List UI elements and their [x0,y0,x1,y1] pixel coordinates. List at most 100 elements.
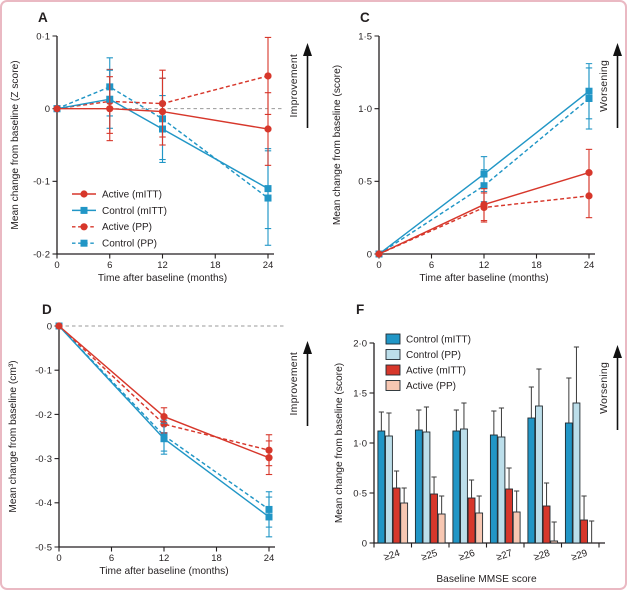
panel-a: A 0·1 0 -0·1 -0·2 0 6 12 18 24 Mean change from b… [2,2,315,294]
svg-text:Control (PP): Control (PP) [406,350,461,361]
chart-root: 0·1 0 -0·1 -0·2 0 6 12 18 24 Mean change from bas… [10,31,284,284]
svg-text:Control (PP): Control (PP) [102,239,157,250]
x-axis: 0 6 12 18 24 [56,546,275,564]
svg-text:≥27: ≥27 [495,548,514,563]
x-axis-label: Baseline MMSE score [436,574,537,585]
data-point [264,185,272,193]
svg-text:12: 12 [159,553,170,564]
svg-text:Active (PP): Active (PP) [406,381,456,392]
y-axis: 0 0·5 1·0 1·5 2·0 [353,338,375,549]
svg-text:6: 6 [429,260,434,271]
svg-text:-0·4: -0·4 [35,498,52,509]
chart-root: 0 0·5 1·0 1·5 0 6 12 18 24 Mean change from basel… [332,31,595,284]
y-axis: 0 0·5 1·0 1·5 [358,31,380,260]
up-arrow-icon [613,43,622,128]
svg-text:-0·2: -0·2 [33,249,50,260]
bar-series-active-mitt- [392,467,588,544]
data-point [585,169,593,177]
data-point [158,107,167,116]
y-axis-label: Mean change from baseline (score) [332,65,343,225]
series-active-mitt- [375,148,593,258]
svg-text:Active (mITT): Active (mITT) [102,189,162,200]
svg-text:-0·2: -0·2 [35,410,52,421]
y-axis: 0 -0·1 -0·2 -0·3 -0·4 -0·5 [35,321,60,553]
series-control-mitt- [375,63,593,258]
data-point [53,105,61,113]
svg-text:≥26: ≥26 [458,548,477,564]
legend-marker [80,190,88,198]
svg-text:Control (mITT): Control (mITT) [102,206,167,217]
data-point [160,413,168,421]
panel-label-c: C [360,10,370,25]
svg-text:0·5: 0·5 [358,177,372,188]
svg-text:≥28: ≥28 [533,548,552,564]
svg-text:12: 12 [479,260,490,271]
svg-text:6: 6 [107,260,112,271]
svg-text:-0·5: -0·5 [35,542,52,553]
data-point [375,250,383,258]
data-point [264,125,272,133]
panel-c: C 0 0·5 1·0 1·5 0 6 12 18 24 Mean change from bas… [316,2,625,294]
legend-marker [80,206,88,214]
direction-label-f: Worsening [598,362,610,414]
bar-series-control-mitt- [377,377,573,544]
svg-text:6: 6 [109,553,114,564]
series-control-mitt- [55,322,273,538]
svg-text:0: 0 [362,538,367,549]
panel-f: F 0 0·5 1·0 1·5 2·0 Mean change from baseline… [316,296,625,588]
x-axis: 0 6 12 18 24 [54,253,274,271]
svg-text:0: 0 [367,249,372,260]
panel-label-a: A [38,10,48,25]
chart-root: 0 0·5 1·0 1·5 2·0 Mean change from baseline (… [334,333,605,585]
data-point [106,105,114,113]
up-arrow-icon [303,43,312,128]
direction-label-c: Worsening [598,60,610,112]
panel-label-f: F [356,302,365,317]
legend: Active (mITT) Control (mITT) Active (PP) Co… [72,189,167,250]
panel-label-d: D [42,302,52,317]
chart-c-line-plot: 0 0·5 1·0 1·5 0 6 12 18 24 Mean change from basel… [332,31,595,284]
svg-text:18: 18 [531,260,542,271]
chart-root: 0 -0·1 -0·2 -0·3 -0·4 -0·5 0 6 12 18 24 Mean change… [8,321,285,577]
svg-text:1·0: 1·0 [353,438,367,449]
svg-text:18: 18 [210,260,221,271]
direction-indicator-a: Improvement [288,42,313,130]
direction-indicator-f: Worsening [598,344,623,432]
data-point [264,72,272,80]
svg-text:≥29: ≥29 [570,548,589,563]
data-point [480,200,488,209]
up-arrow-icon [613,345,622,430]
direction-indicator-d: Improvement [288,340,313,428]
x-axis-label: Time after baseline (months) [99,566,228,577]
up-arrow-icon [303,341,312,426]
svg-text:1·5: 1·5 [353,388,367,399]
y-axis-label: Mean change from baseline (Z score) [10,60,21,229]
chart-f-bar-plot: 0 0·5 1·0 1·5 2·0 Mean change from baseline (… [334,333,605,585]
direction-indicator-c: Worsening [598,42,623,130]
svg-text:0: 0 [54,260,59,271]
bar-series-active-pp- [400,487,595,544]
x-axis-label: Time after baseline (months) [98,273,227,284]
category-labels: ≥24 ≥25 ≥26 ≥27 ≥28 ≥29 [383,548,589,564]
direction-label-d: Improvement [288,352,300,416]
svg-text:24: 24 [584,260,595,271]
series-active-mitt- [53,76,272,166]
data-point [265,513,273,521]
x-axis [373,542,605,548]
legend-marker [80,239,88,247]
svg-text:12: 12 [157,260,168,271]
chart-a-line-plot: 0·1 0 -0·1 -0·2 0 6 12 18 24 Mean change from bas… [10,31,284,284]
data-point [55,322,63,330]
data-point [160,435,168,443]
svg-text:1·0: 1·0 [358,104,372,115]
svg-text:1·5: 1·5 [358,31,372,42]
data-point [265,454,273,462]
svg-text:0: 0 [45,104,50,115]
svg-text:-0·1: -0·1 [35,366,52,377]
svg-text:≥24: ≥24 [383,548,402,564]
y-axis: 0·1 0 -0·1 -0·2 [33,31,58,260]
panel-d: D 0 -0·1 -0·2 -0·3 -0·4 -0·5 0 6 12 18 24 Mean chan… [2,296,315,588]
y-axis-label: Mean change from baseline (cm³) [8,360,19,512]
direction-label-a: Improvement [288,54,300,118]
